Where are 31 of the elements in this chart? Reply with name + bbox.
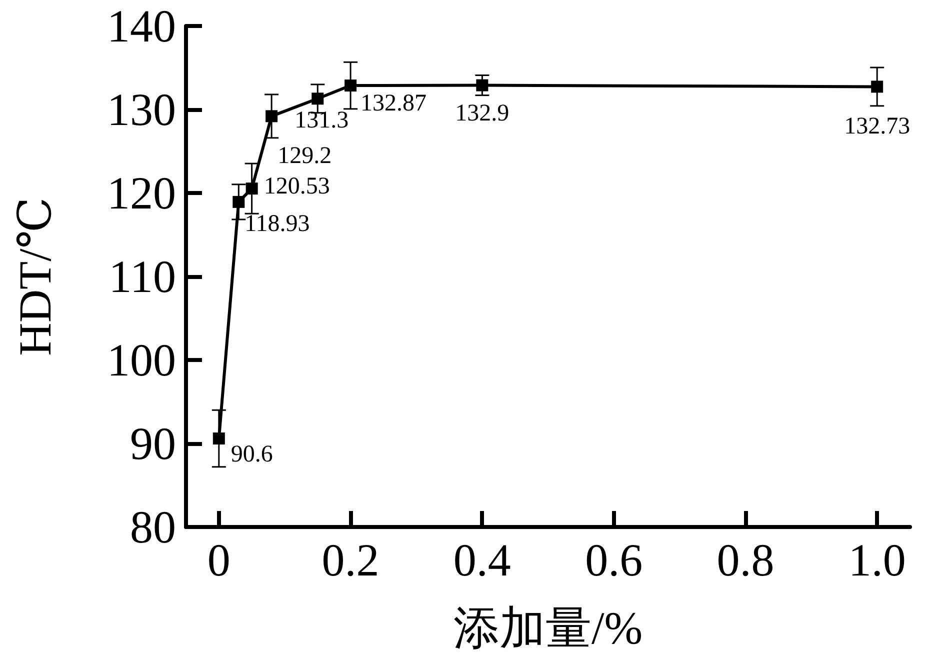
- x-tick-label: 0.4: [453, 534, 511, 586]
- point: [871, 80, 884, 93]
- y-tick-label: 140: [107, 0, 176, 52]
- y-axis-title: HDT/℃: [10, 197, 60, 356]
- x-tick-label: 0.6: [585, 534, 643, 586]
- y-tick-label: 90: [130, 418, 176, 469]
- point: [344, 80, 357, 92]
- data-label: 120.53: [264, 174, 330, 200]
- point: [312, 92, 324, 105]
- data-label: 131.3: [294, 108, 349, 134]
- point: [232, 196, 245, 208]
- y-tick-label: 80: [130, 502, 176, 552]
- x-tick-label: 0: [207, 534, 230, 586]
- data-label: 132.9: [455, 100, 510, 126]
- data-label: 118.93: [244, 210, 310, 237]
- point: [212, 432, 225, 444]
- x-tick-label: 0.8: [716, 534, 774, 586]
- x-tick-label: 1.0: [848, 534, 906, 586]
- point: [476, 79, 488, 92]
- data-label: 90.6: [230, 441, 273, 468]
- data-label: 132.73: [844, 114, 910, 140]
- y-tick-label: 100: [107, 334, 176, 386]
- y-tick-label: 120: [107, 168, 176, 218]
- point: [246, 182, 258, 195]
- x-tick-label: 0.2: [322, 534, 380, 586]
- point: [266, 110, 278, 122]
- y-tick-label: 130: [107, 84, 176, 135]
- y-tick-label: 110: [108, 251, 176, 302]
- data-label: 132.87: [360, 90, 427, 117]
- x-axis-title: 添加量/%: [453, 602, 643, 654]
- data-label: 129.2: [278, 143, 332, 170]
